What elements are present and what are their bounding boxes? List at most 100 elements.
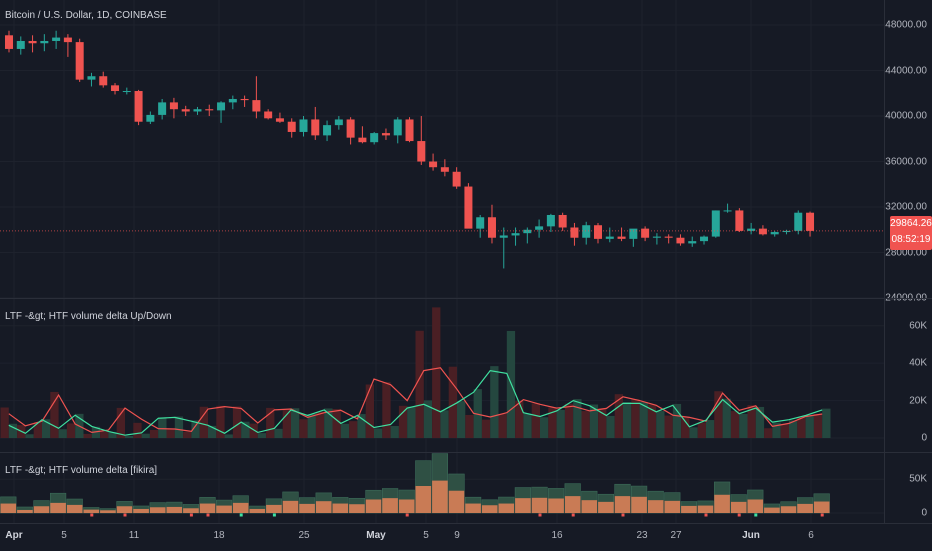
fikira-bar-delta: [714, 494, 730, 513]
pane-separator[interactable]: [0, 298, 932, 299]
indicator1-axis[interactable]: 60K 40K 20K 0: [884, 299, 932, 452]
volume-bar-up: [739, 413, 748, 438]
price-tick-label: 40000.00: [885, 110, 927, 122]
indicator-pane-updown[interactable]: LTF -&gt; HTF volume delta Up/Down: [0, 299, 884, 452]
volume-delta-updown-chart[interactable]: [0, 299, 884, 452]
candle-body: [405, 119, 414, 142]
volume-bar-up: [374, 428, 383, 438]
symbol-title[interactable]: Bitcoin / U.S. Dollar, 1D, COINBASE: [5, 10, 167, 21]
signal-marker: [239, 513, 243, 517]
candle-body: [146, 114, 155, 122]
indicator-pane-fikira[interactable]: LTF -&gt; HTF volume delta [fikira]: [0, 453, 884, 523]
volume-bar-down: [647, 404, 657, 438]
volume-bar-up: [58, 429, 67, 438]
volume-bar-down: [382, 382, 391, 438]
candle-body: [499, 235, 508, 238]
volume-bar-up: [623, 402, 632, 438]
candle-body: [605, 236, 614, 239]
fikira-bar-delta: [780, 506, 797, 513]
volume-bar-up: [340, 423, 350, 438]
fikira-bar-delta: [631, 496, 647, 513]
fikira-bar-delta: [614, 496, 631, 513]
volume-bar-down: [465, 414, 474, 438]
volume-bar-down: [697, 422, 706, 438]
volume-bar-down: [448, 366, 457, 438]
fikira-bar-delta: [432, 480, 448, 513]
time-axis[interactable]: Apr 5 11 18 25 May 5 9 16 23 27 Jun 6: [0, 523, 932, 551]
price-tick-label: 44000.00: [885, 65, 927, 77]
series-line-up: [8, 369, 823, 436]
volume-bar-up: [789, 420, 798, 438]
fikira-bar-delta: [33, 506, 50, 513]
candle-body: [217, 102, 226, 111]
indicator-title-updown[interactable]: LTF -&gt; HTF volume delta Up/Down: [5, 311, 172, 322]
candle-body: [711, 210, 720, 237]
volume-bar-down: [282, 409, 291, 438]
time-tick-label: 18: [213, 530, 225, 541]
volume-bar-down: [365, 384, 374, 438]
volume-bar-up: [8, 423, 18, 438]
candle-body: [747, 228, 756, 231]
fikira-bar-delta: [813, 501, 830, 513]
fikira-bar-delta: [581, 500, 598, 513]
volume-bar-up: [656, 411, 665, 438]
time-tick-label: Apr: [5, 530, 23, 541]
fikira-bar-delta: [647, 500, 664, 513]
volume-bar-up: [291, 408, 300, 438]
bar-countdown: 08:52:19: [891, 234, 931, 245]
volume-bar-down: [50, 391, 59, 438]
fikira-bar-delta: [498, 503, 515, 513]
price-pane[interactable]: Bitcoin / U.S. Dollar, 1D, COINBASE: [0, 0, 884, 298]
volume-bar-up: [706, 420, 715, 438]
volume-bar-down: [299, 419, 308, 438]
candle-body: [111, 85, 120, 92]
volume-bar-down: [100, 431, 109, 438]
time-tick-label: 9: [454, 530, 460, 541]
candle-body: [40, 40, 49, 44]
volume-bar-up: [257, 433, 267, 438]
price-axis[interactable]: 48000.00 44000.00 40000.00 36000.00 32000.00…: [884, 0, 932, 304]
candle-body: [287, 121, 296, 132]
volume-bar-up: [772, 422, 781, 438]
volume-bar-down: [764, 428, 773, 438]
indicator-title-fikira[interactable]: LTF -&gt; HTF volume delta [fikira]: [5, 465, 158, 476]
fikira-bar-delta: [764, 507, 780, 513]
pane-separator[interactable]: [0, 452, 932, 453]
volume-bar-up: [208, 425, 217, 438]
volume-delta-fikira-chart[interactable]: [0, 453, 884, 523]
candle-body: [264, 111, 273, 119]
signal-marker: [621, 513, 625, 517]
fikira-bar-delta: [747, 499, 764, 513]
price-tick-label: 36000.00: [885, 156, 927, 168]
candle-body: [535, 226, 544, 230]
candle-body: [735, 210, 744, 231]
volume-bar-up: [540, 417, 549, 438]
volume-bar-up: [108, 432, 117, 438]
volume-bar-down: [598, 408, 607, 438]
candlestick-chart[interactable]: [0, 0, 884, 298]
candle-body: [594, 225, 602, 239]
volume-bar-up: [125, 435, 134, 438]
volume-bar-up: [307, 414, 316, 438]
last-price-value: 29864.26: [890, 218, 932, 229]
volume-bar-down: [664, 415, 673, 438]
candle-body: [452, 171, 461, 187]
price-tick-label: 48000.00: [885, 19, 927, 31]
candle-body: [617, 236, 626, 239]
volume-bar-up: [523, 413, 532, 438]
signal-marker: [571, 513, 575, 517]
volume-bar-down: [266, 407, 275, 438]
candle-body: [370, 133, 379, 143]
last-price-tag: 29864.26 08:52:19: [890, 216, 932, 250]
indicator2-axis[interactable]: 50K 0: [884, 453, 932, 523]
volume-bar-up: [589, 404, 599, 438]
volume-bar-down: [166, 429, 175, 438]
volume-bar-up: [274, 428, 283, 438]
fikira-bar-delta: [515, 498, 531, 513]
volume-bar-down: [813, 414, 823, 438]
signal-marker: [704, 513, 708, 517]
volume-bar-up: [440, 410, 449, 438]
fikira-bar-delta: [66, 504, 83, 513]
time-tick-label: May: [366, 530, 386, 541]
candle-body: [358, 137, 367, 143]
